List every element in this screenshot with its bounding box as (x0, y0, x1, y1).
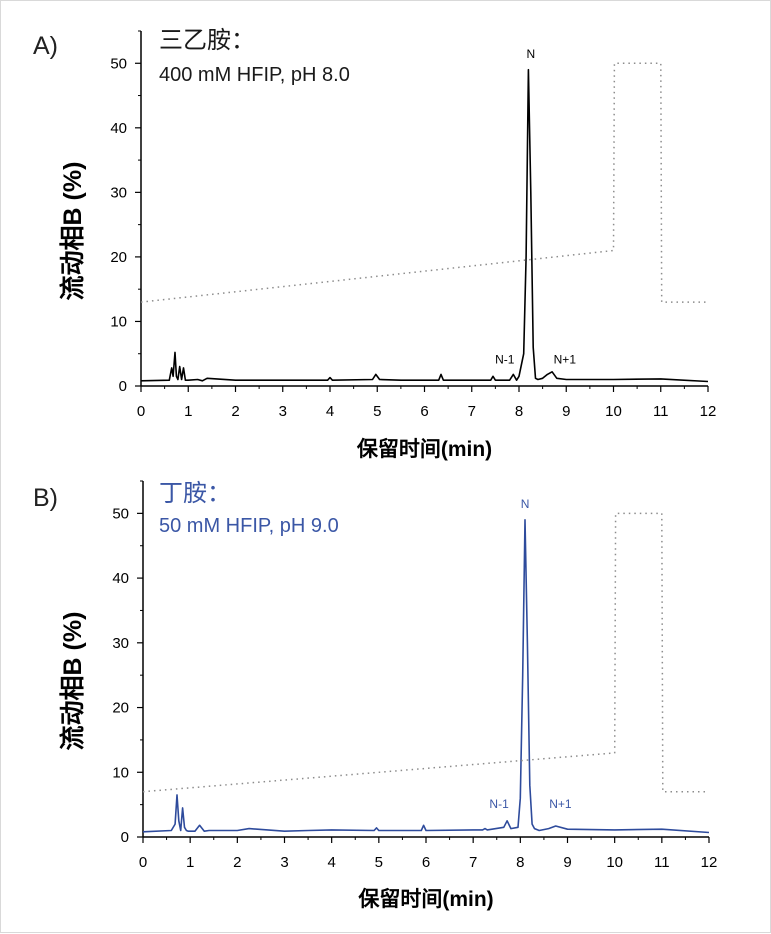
gradient-profile-line (142, 512, 709, 793)
y-tick-label: 20 (110, 249, 127, 266)
peak-label: N (526, 47, 535, 61)
x-tick-label: 10 (605, 403, 622, 420)
x-tick-label: 7 (469, 854, 477, 871)
x-tick-label: 9 (563, 854, 571, 871)
y-tick-label: 50 (110, 55, 127, 72)
peak-label: N+1 (549, 797, 572, 811)
x-tick-label: 5 (373, 403, 381, 420)
y-tick-label: 10 (112, 764, 129, 781)
chromatogram-trace-line (140, 68, 709, 383)
chromatogram-trace-line (142, 518, 710, 834)
mobile-phase-reagent-label: 丁胺： (159, 480, 231, 507)
x-tick-label: 2 (233, 854, 241, 871)
y-tick-label: 50 (112, 505, 129, 522)
mobile-phase-condition-label: 400 mM HFIP, pH 8.0 (159, 64, 350, 86)
chart-panel-b: 0 1 2 3 4 5 6 7 8 9 10 11 1201020304050保留时间(min)流动相B… (33, 480, 717, 911)
peak-label: N+1 (554, 352, 577, 366)
x-tick-label: 4 (326, 403, 334, 420)
x-axis-label: 保留时间(min) (356, 437, 492, 461)
x-tick-label: 6 (420, 403, 428, 420)
y-tick-label: 10 (110, 313, 127, 330)
y-tick-label: 30 (110, 184, 127, 201)
x-tick-label: 11 (653, 403, 669, 420)
mobile-phase-condition-label: 50 mM HFIP, pH 9.0 (159, 515, 339, 537)
x-tick-label: 10 (606, 854, 623, 871)
x-tick-label: 7 (468, 403, 476, 420)
x-tick-label: 5 (375, 854, 383, 871)
x-tick-label: 1 (184, 403, 192, 420)
peak-label: N-1 (489, 797, 509, 811)
x-tick-label: 9 (562, 403, 570, 420)
x-tick-label: 0 (137, 403, 145, 420)
peak-label: N (521, 497, 530, 511)
y-tick-label: 0 (119, 378, 127, 395)
peak-label: N-1 (495, 352, 515, 366)
panel-letter: A) (33, 32, 58, 60)
chart-panel-a: 0 1 2 3 4 5 6 7 8 9 10 11 1201020304050保留时间(min)流动相B… (33, 27, 716, 461)
x-tick-label: 12 (700, 403, 717, 420)
x-tick-label: 8 (516, 854, 524, 871)
x-tick-label: 3 (279, 403, 287, 420)
x-tick-label: 8 (515, 403, 523, 420)
x-axis-label: 保留时间(min) (357, 887, 493, 911)
gradient-profile-line (140, 62, 708, 303)
y-tick-label: 20 (112, 700, 129, 717)
x-tick-label: 6 (422, 854, 430, 871)
y-tick-label: 0 (121, 829, 129, 846)
x-tick-label: 0 (139, 854, 147, 871)
x-tick-label: 11 (654, 854, 670, 871)
y-axis-label: 流动相B (%) (59, 612, 87, 751)
y-axis-label: 流动相B (%) (59, 162, 87, 301)
y-tick-label: 40 (112, 570, 129, 587)
x-tick-label: 12 (701, 854, 718, 871)
mobile-phase-reagent-label: 三乙胺： (159, 27, 255, 54)
x-tick-label: 1 (186, 854, 194, 871)
panel-letter: B) (33, 484, 58, 512)
y-tick-label: 40 (110, 120, 127, 137)
x-tick-label: 3 (280, 854, 288, 871)
y-tick-label: 30 (112, 635, 129, 652)
x-tick-label: 4 (327, 854, 335, 871)
x-tick-label: 2 (231, 403, 239, 420)
